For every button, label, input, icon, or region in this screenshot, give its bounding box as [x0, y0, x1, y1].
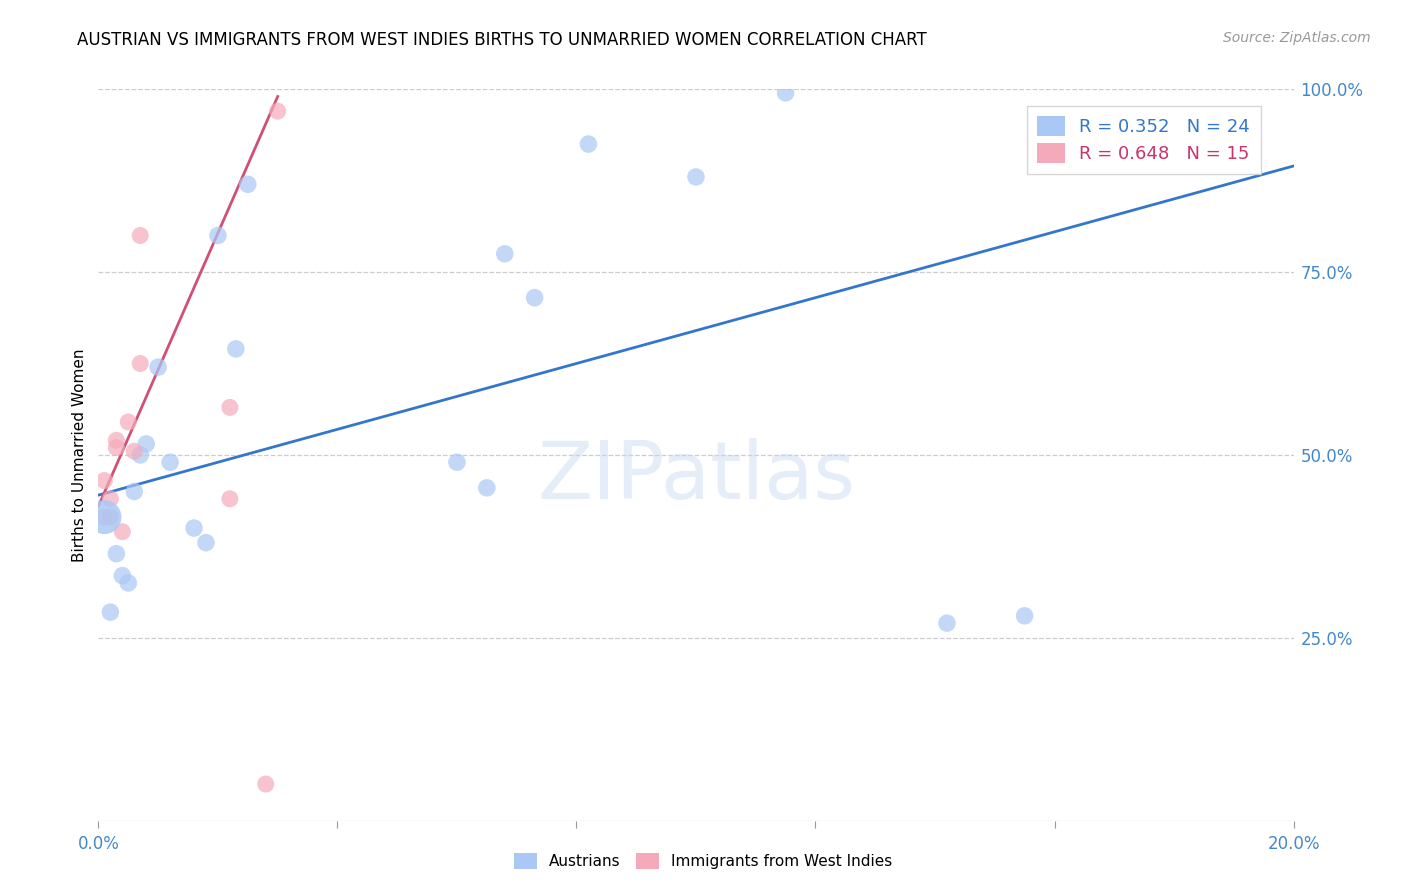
- Point: [195, 535, 218, 549]
- Point: [117, 415, 139, 429]
- Point: [494, 246, 516, 260]
- Point: [225, 342, 247, 356]
- Point: [117, 576, 139, 591]
- Text: Source: ZipAtlas.com: Source: ZipAtlas.com: [1223, 31, 1371, 45]
- Text: AUSTRIAN VS IMMIGRANTS FROM WEST INDIES BIRTHS TO UNMARRIED WOMEN CORRELATION CH: AUSTRIAN VS IMMIGRANTS FROM WEST INDIES …: [77, 31, 927, 49]
- Point: [148, 360, 170, 375]
- Point: [254, 777, 277, 791]
- Point: [124, 444, 146, 458]
- Point: [93, 474, 115, 488]
- Point: [685, 169, 707, 184]
- Point: [129, 448, 152, 462]
- Point: [111, 568, 134, 582]
- Point: [936, 616, 959, 631]
- Point: [236, 178, 259, 192]
- Point: [446, 455, 468, 469]
- Point: [159, 455, 181, 469]
- Point: [98, 510, 122, 524]
- Point: [219, 491, 242, 506]
- Point: [105, 441, 128, 455]
- Point: [105, 547, 128, 561]
- Point: [267, 104, 290, 119]
- Point: [111, 524, 134, 539]
- Point: [207, 228, 229, 243]
- Text: ZIPatlas: ZIPatlas: [537, 438, 855, 516]
- Point: [93, 510, 115, 524]
- Point: [219, 401, 242, 415]
- Point: [183, 521, 205, 535]
- Point: [129, 356, 152, 371]
- Point: [93, 510, 115, 524]
- Point: [98, 605, 122, 619]
- Point: [98, 491, 122, 506]
- Point: [124, 484, 146, 499]
- Point: [523, 291, 546, 305]
- Point: [135, 437, 157, 451]
- Point: [578, 136, 600, 151]
- Point: [475, 481, 498, 495]
- Point: [1014, 608, 1036, 623]
- Point: [105, 434, 128, 448]
- Point: [129, 228, 152, 243]
- Legend: Austrians, Immigrants from West Indies: Austrians, Immigrants from West Indies: [508, 847, 898, 875]
- Point: [775, 86, 797, 100]
- Legend: R = 0.352   N = 24, R = 0.648   N = 15: R = 0.352 N = 24, R = 0.648 N = 15: [1026, 105, 1261, 174]
- Y-axis label: Births to Unmarried Women: Births to Unmarried Women: [72, 348, 87, 562]
